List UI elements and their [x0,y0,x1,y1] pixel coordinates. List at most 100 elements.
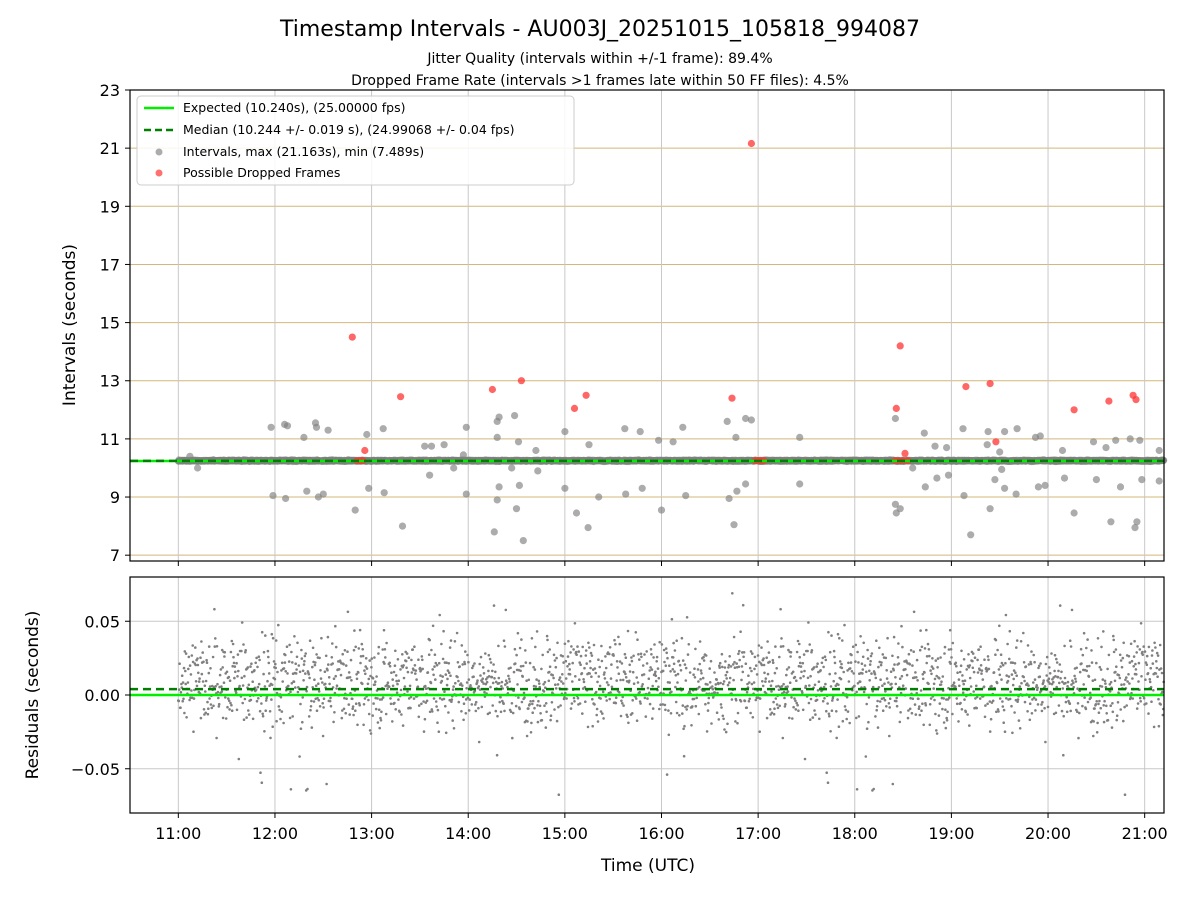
chart-subtitle-jitter: Jitter Quality (intervals within +/-1 fr… [426,51,772,67]
residual-point [444,731,448,735]
residual-point [643,696,647,700]
interval-outlier-point [1089,438,1098,446]
residual-point [449,639,453,642]
residual-point [576,645,579,648]
residual-point [268,710,272,713]
residual-point [351,705,355,708]
residual-point [541,653,544,657]
residual-point [323,670,327,673]
residual-point [524,661,528,664]
residual-point [459,682,463,685]
residual-point [510,702,514,705]
residual-point [245,716,248,719]
residual-point [654,674,658,678]
residual-point [600,659,604,663]
residual-point [525,679,528,682]
residual-point [462,718,465,722]
residual-point [232,655,235,659]
residual-point [237,757,241,761]
residual-point [258,658,261,662]
residual-point [220,690,224,693]
residual-point [503,645,507,648]
residual-point [421,667,425,671]
residual-point [467,709,471,712]
residual-point [227,675,231,679]
residual-point [326,668,329,672]
residual-point [502,639,506,642]
legend: Expected (10.240s), (25.00000 fps) Media… [136,95,575,186]
residual-point [523,696,526,699]
residual-point [387,685,391,688]
residual-point [304,672,307,675]
interval-outlier-point [363,430,371,439]
residual-point [361,654,365,658]
residual-point [477,740,481,744]
residual-point [518,707,521,711]
residual-point [521,664,525,668]
residual-point [598,684,602,688]
residual-point [288,643,291,647]
interval-outlier-point [561,484,569,492]
residual-point [203,684,207,687]
residual-point [321,734,325,738]
interval-outlier-point [1136,436,1144,444]
residual-point [287,660,291,663]
residual-point [395,679,398,683]
residual-point [335,684,339,687]
residual-point [434,700,438,703]
residual-point [381,648,385,651]
residual-point [391,684,395,688]
residual-point [661,703,665,706]
residual-point [300,648,303,652]
interval-outlier-point [1107,518,1115,526]
residual-point [365,667,369,670]
residual-point [639,652,643,656]
residual-point [654,679,658,683]
residual-point [240,649,243,653]
residual-point [257,655,261,658]
residual-point [328,699,332,703]
interval-outlier-point [1034,483,1042,491]
interval-outlier-point [931,442,939,450]
residual-point [489,661,493,664]
residual-point [429,681,433,685]
interval-outlier-point [725,494,733,503]
residual-point [184,652,188,655]
residual-point [405,666,408,670]
residual-point [270,698,273,701]
residual-point [553,659,557,662]
residual-point [522,691,526,695]
residual-point [632,654,635,658]
residual-point [394,708,398,711]
residual-point [536,720,540,724]
residual-point [519,665,523,668]
residual-point [231,664,234,668]
residual-point [487,669,490,673]
residual-point [483,690,486,694]
intervals-y-tick-label: 19 [100,197,120,216]
residual-point [628,679,631,683]
interval-outlier-point [733,487,741,495]
residual-point [238,684,241,688]
residual-point [392,670,396,674]
residual-point [423,717,427,721]
residual-point [536,704,539,707]
interval-outlier-point [495,413,503,421]
residual-point [224,696,227,699]
residual-point [435,705,438,708]
residual-point [344,711,348,715]
residual-point [622,704,625,707]
residual-point [346,610,350,614]
residual-point [188,698,191,702]
residual-point [335,687,338,690]
residual-point [642,673,646,676]
residual-point [373,656,376,659]
residual-point [322,706,325,709]
residual-point [661,669,665,673]
residual-point [389,697,392,700]
residual-point [615,679,618,682]
residual-point [461,663,465,666]
residual-point [301,696,305,699]
residual-point [397,698,400,701]
residual-point [293,635,296,638]
